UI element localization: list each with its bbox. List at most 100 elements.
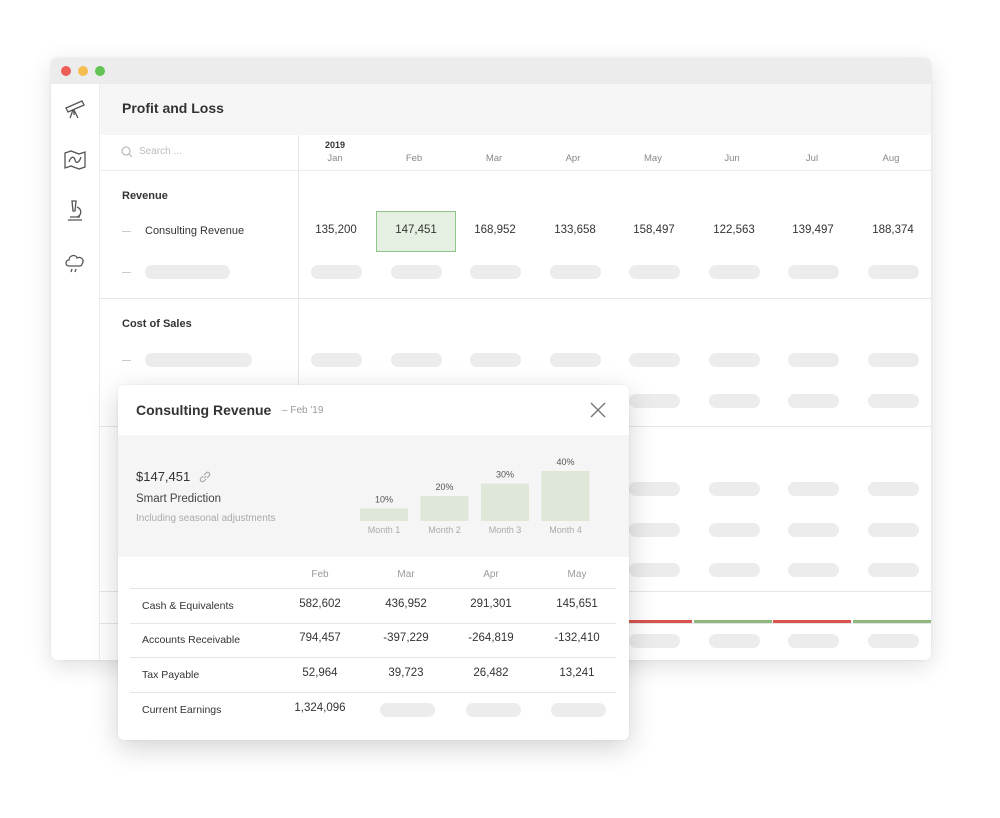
bar-category-label: Month 1 (368, 525, 401, 535)
month-header-jan: Jan (327, 153, 343, 164)
table-row-label: Current Earnings (142, 704, 222, 716)
placeholder-cell (709, 482, 760, 496)
table-header: Apr (483, 569, 499, 580)
table-row-label: Cash & Equivalents (142, 600, 234, 612)
prediction-bar (420, 496, 469, 521)
placeholder-cell (551, 703, 606, 717)
placeholder-cell (380, 703, 435, 717)
placeholder-cell (470, 265, 521, 279)
month-header-aug: Aug (882, 153, 900, 164)
placeholder-cell (868, 523, 919, 537)
table-cell: 291,301 (470, 598, 512, 610)
variance-bar-positive (853, 620, 931, 623)
prediction-bar (481, 483, 529, 521)
cell-value[interactable]: 188,374 (872, 224, 914, 236)
telescope-icon[interactable] (62, 96, 88, 122)
placeholder-cell (868, 482, 919, 496)
placeholder-cell (470, 353, 521, 367)
table-cell: 582,602 (299, 598, 341, 610)
prediction-panel: $147,451 Smart Prediction Including seas… (118, 435, 629, 557)
placeholder-cell (311, 265, 362, 279)
placeholder-cell (868, 265, 919, 279)
table-cell: 145,651 (556, 598, 598, 610)
page-title: Profit and Loss (122, 100, 224, 116)
prediction-note: Including seasonal adjustments (136, 513, 276, 524)
table-cell: -264,819 (468, 632, 514, 644)
row-dash (122, 231, 131, 232)
placeholder-cell (311, 353, 362, 367)
row-dash (122, 360, 131, 361)
row-dash (122, 272, 131, 273)
prediction-label: Smart Prediction (136, 493, 222, 505)
placeholder-cell (788, 634, 839, 648)
placeholder-cell (868, 353, 919, 367)
placeholder-cell (391, 265, 442, 279)
placeholder-cell (788, 394, 839, 408)
maximize-window-button[interactable] (95, 66, 105, 76)
search-box[interactable]: Search ... (100, 135, 298, 171)
close-window-button[interactable] (61, 66, 71, 76)
month-header-mar: Mar (485, 153, 503, 164)
prediction-bar (360, 508, 408, 521)
predicted-amount: $147,451 (136, 469, 191, 484)
popup-title: Consulting Revenue (136, 402, 272, 418)
placeholder-cell (391, 353, 442, 367)
map-icon[interactable] (62, 147, 88, 173)
table-cell: 794,457 (299, 632, 341, 644)
cell-value[interactable]: 168,952 (474, 224, 516, 236)
cell-value[interactable]: 135,200 (315, 224, 357, 236)
table-cell: 436,952 (385, 598, 427, 610)
placeholder-cell (868, 634, 919, 648)
placeholder-cell (868, 563, 919, 577)
bar-data-label: 40% (556, 457, 574, 467)
search-input[interactable]: Search ... (139, 146, 182, 157)
placeholder-cell (550, 265, 601, 279)
table-cell: 52,964 (302, 667, 338, 679)
month-header-feb: Feb (405, 153, 423, 164)
placeholder-cell (629, 563, 680, 577)
placeholder-cell (709, 563, 760, 577)
close-icon[interactable] (589, 401, 607, 419)
placeholder-cell (788, 353, 839, 367)
microscope-icon[interactable] (62, 198, 88, 224)
month-header-may: May (644, 153, 662, 164)
cell-value-selected[interactable]: 147,451 (395, 224, 437, 236)
placeholder-cell (709, 634, 760, 648)
placeholder-cell (629, 265, 680, 279)
placeholder-cell (788, 563, 839, 577)
table-cell: 1,324,096 (294, 702, 346, 714)
placeholder-cell (629, 394, 680, 408)
table-cell: 39,723 (388, 667, 424, 679)
table-cell: 26,482 (473, 667, 509, 679)
selected-cell[interactable] (376, 211, 456, 252)
placeholder-label (145, 265, 230, 279)
table-header: Mar (397, 569, 415, 580)
prediction-bar (541, 471, 590, 521)
title-bar (51, 58, 931, 84)
minimize-window-button[interactable] (78, 66, 88, 76)
cloud-icon[interactable] (62, 249, 88, 275)
divider (100, 298, 931, 299)
cell-value[interactable]: 122,563 (713, 224, 755, 236)
placeholder-cell (709, 394, 760, 408)
popup-subtitle: – Feb '19 (282, 405, 324, 416)
month-header-apr: Apr (565, 153, 581, 164)
month-header: 2019 Jan Feb Mar Apr May Jun Jul Aug (299, 135, 931, 171)
link-icon[interactable] (198, 470, 212, 484)
sidebar (51, 84, 100, 660)
bar-data-label: 30% (496, 470, 514, 480)
row-divider (130, 588, 616, 589)
bar-data-label: 20% (435, 482, 453, 492)
placeholder-cell (788, 523, 839, 537)
detail-popup: Consulting Revenue – Feb '19 $147,451 Sm… (118, 385, 629, 740)
table-row-label: Accounts Receivable (142, 634, 241, 646)
cell-value[interactable]: 158,497 (633, 224, 675, 236)
table-cell: -397,229 (383, 632, 429, 644)
cell-value[interactable]: 139,497 (792, 224, 834, 236)
cell-value[interactable]: 133,658 (554, 224, 596, 236)
row-label-consulting-revenue[interactable]: Consulting Revenue (145, 225, 245, 237)
row-divider (130, 657, 616, 658)
placeholder-cell (550, 353, 601, 367)
placeholder-cell (788, 482, 839, 496)
bar-category-label: Month 4 (549, 525, 582, 535)
